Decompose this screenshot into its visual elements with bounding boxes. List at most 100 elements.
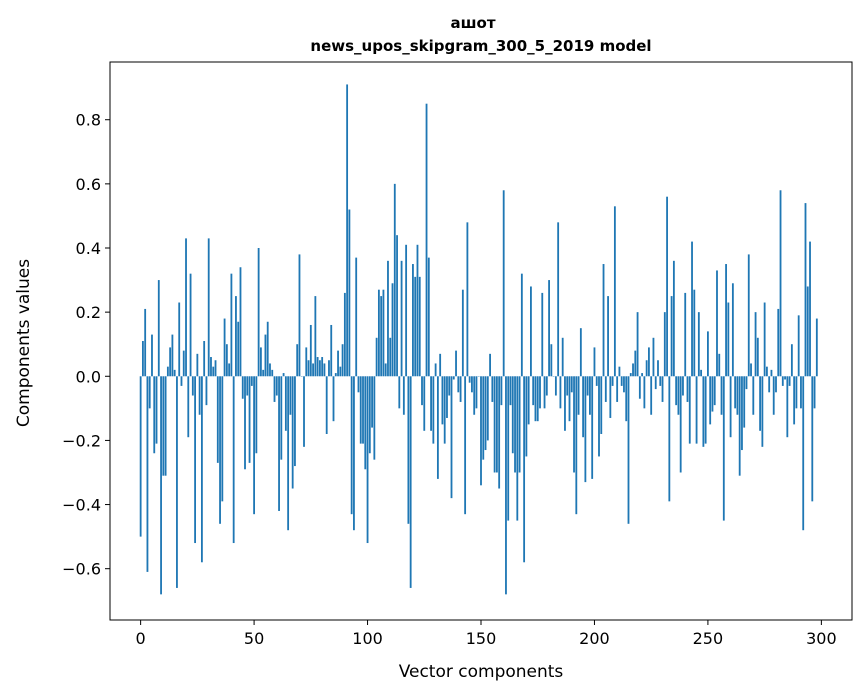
chart-subtitle: news_upos_skipgram_300_5_2019 model xyxy=(310,37,651,55)
bar xyxy=(353,376,355,530)
bar xyxy=(548,280,550,376)
bar xyxy=(800,376,802,408)
bar xyxy=(421,376,423,405)
bar xyxy=(178,303,180,377)
bar xyxy=(634,351,636,377)
bar xyxy=(544,376,546,408)
bar xyxy=(464,376,466,514)
bar xyxy=(185,238,187,376)
bar xyxy=(333,376,335,421)
bar xyxy=(194,376,196,543)
bar xyxy=(657,360,659,376)
bar xyxy=(771,370,773,376)
bar xyxy=(330,325,332,376)
bar xyxy=(643,376,645,408)
bar xyxy=(142,341,144,376)
bar xyxy=(598,376,600,456)
bar xyxy=(668,376,670,501)
bar xyxy=(641,373,643,376)
y-tick-label: 0.4 xyxy=(76,239,101,258)
bar xyxy=(607,296,609,376)
bar xyxy=(373,376,375,459)
bar xyxy=(589,376,591,414)
bar xyxy=(780,190,782,376)
bar xyxy=(237,322,239,377)
bar xyxy=(646,360,648,376)
bar xyxy=(650,376,652,414)
bar xyxy=(678,376,680,414)
bar xyxy=(351,376,353,514)
bar xyxy=(267,322,269,377)
bar xyxy=(550,344,552,376)
bar xyxy=(280,376,282,459)
bar xyxy=(596,376,598,386)
bar xyxy=(655,376,657,389)
bar xyxy=(521,274,523,377)
bar xyxy=(766,367,768,377)
bar xyxy=(605,376,607,402)
bar xyxy=(539,376,541,408)
bar xyxy=(494,376,496,472)
bar xyxy=(505,376,507,594)
bar xyxy=(435,363,437,376)
chart-title: ашот xyxy=(450,14,495,32)
x-tick-label: 150 xyxy=(466,629,497,648)
bar xyxy=(249,376,251,463)
bar xyxy=(328,360,330,376)
bar xyxy=(369,376,371,453)
bar xyxy=(439,354,441,376)
bar xyxy=(632,363,634,376)
bar xyxy=(514,376,516,472)
bar xyxy=(587,376,589,395)
bar xyxy=(698,312,700,376)
bar xyxy=(616,376,618,402)
bar xyxy=(584,376,586,482)
y-tick-label: 0.0 xyxy=(76,367,101,386)
bar xyxy=(319,360,321,376)
x-tick-label: 0 xyxy=(136,629,146,648)
bar xyxy=(219,376,221,524)
bar xyxy=(525,376,527,456)
bar xyxy=(405,245,407,376)
bar xyxy=(805,203,807,376)
bar xyxy=(246,376,248,395)
bar xyxy=(196,354,198,376)
bar xyxy=(308,360,310,376)
bar xyxy=(242,376,244,398)
bar xyxy=(802,376,804,530)
bar xyxy=(158,280,160,376)
bar xyxy=(269,363,271,376)
bar xyxy=(414,277,416,376)
bar xyxy=(600,376,602,434)
bar xyxy=(557,222,559,376)
bar xyxy=(777,309,779,376)
bar xyxy=(512,376,514,453)
bar xyxy=(732,283,734,376)
bar xyxy=(389,338,391,376)
bar xyxy=(276,376,278,395)
bar xyxy=(364,376,366,469)
bar xyxy=(224,319,226,377)
bar xyxy=(455,351,457,377)
bar xyxy=(675,376,677,405)
bar xyxy=(609,376,611,418)
bar xyxy=(621,376,623,386)
bar xyxy=(442,376,444,424)
bar xyxy=(784,376,786,379)
bar xyxy=(317,357,319,376)
bar xyxy=(199,376,201,414)
bar xyxy=(625,376,627,421)
bar xyxy=(814,376,816,408)
bar xyxy=(793,376,795,424)
bar xyxy=(782,376,784,386)
bar xyxy=(296,344,298,376)
bar xyxy=(201,376,203,562)
bar xyxy=(535,376,537,421)
bar xyxy=(682,376,684,395)
bar xyxy=(260,347,262,376)
bar xyxy=(167,367,169,377)
bar xyxy=(614,206,616,376)
bar xyxy=(680,376,682,472)
bar xyxy=(208,238,210,376)
bar xyxy=(342,344,344,376)
